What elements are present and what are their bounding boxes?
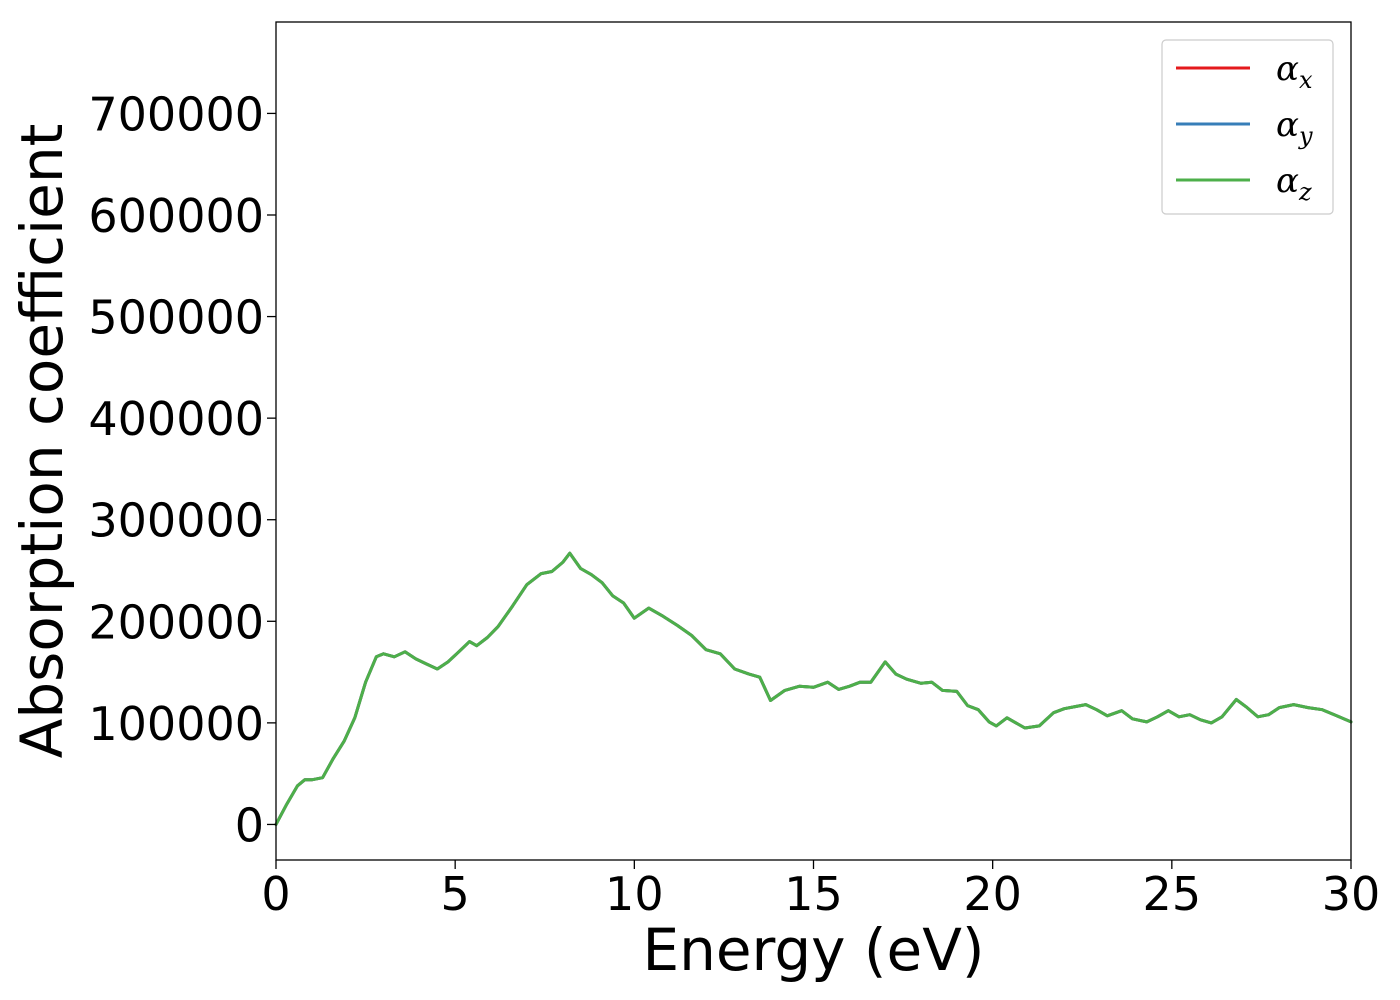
- y-tick-label: 300000: [88, 494, 264, 548]
- series-line-z: [274, 551, 1353, 826]
- x-tick-label: 15: [784, 867, 843, 921]
- y-tick-label: 500000: [88, 291, 264, 345]
- series-layer: [274, 551, 1353, 826]
- y-tick-label: 0: [235, 798, 264, 852]
- legend-box: [1161, 39, 1334, 215]
- series-line-x: [274, 551, 1353, 826]
- legend-entry-x: αx: [1176, 49, 1313, 94]
- y-tick-label: 400000: [88, 392, 264, 446]
- legend-entry-z: αz: [1176, 161, 1312, 206]
- x-axis-ticks: 0 5 10 15 20 25 30: [261, 860, 1380, 921]
- x-axis-title: Energy (eV): [642, 916, 984, 984]
- legend-symbol: α: [1276, 49, 1299, 89]
- legend-entry-y: αy: [1176, 105, 1313, 150]
- legend-label: αz: [1276, 161, 1312, 206]
- legend-subscript: x: [1299, 66, 1313, 94]
- legend-label: αy: [1276, 105, 1313, 150]
- x-tick-label: 5: [441, 867, 470, 921]
- legend-subscript: y: [1298, 122, 1313, 150]
- series-line-y: [274, 551, 1353, 826]
- x-tick-label: 30: [1322, 867, 1381, 921]
- legend-subscript: z: [1298, 178, 1312, 206]
- y-axis-title: Absorption coefficient: [8, 124, 76, 759]
- y-tick-label: 100000: [88, 697, 264, 751]
- x-tick-label: 0: [261, 867, 290, 921]
- y-tick-label: 700000: [88, 87, 264, 141]
- x-tick-label: 20: [963, 867, 1022, 921]
- x-tick-label: 25: [1143, 867, 1202, 921]
- y-tick-label: 600000: [88, 189, 264, 243]
- x-tick-label: 10: [605, 867, 664, 921]
- legend-symbol: α: [1276, 105, 1299, 145]
- legend-symbol: α: [1276, 161, 1299, 201]
- legend-label: αx: [1276, 49, 1313, 94]
- y-axis-ticks: 0 100000 200000 300000 400000 500000 600000 700…: [88, 87, 276, 852]
- y-tick-label: 200000: [88, 595, 264, 649]
